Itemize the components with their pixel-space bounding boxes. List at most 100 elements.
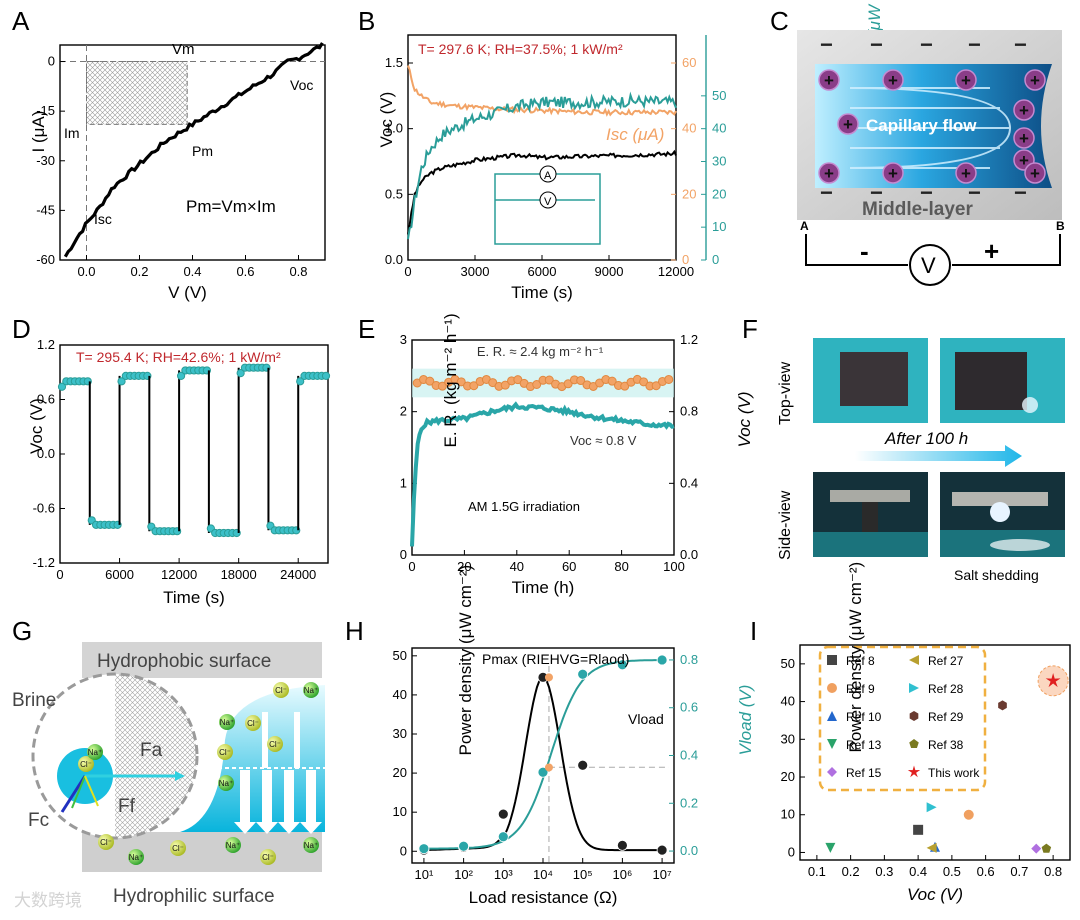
chloride-ion-icon xyxy=(260,849,276,865)
electrode-a-label: A xyxy=(800,219,809,233)
legend-label: Ref 13 xyxy=(846,738,882,752)
data-point xyxy=(1031,843,1042,854)
er-point xyxy=(544,375,554,385)
x-tick-label: 6000 xyxy=(105,567,134,582)
x-tick-label: 10³ xyxy=(494,867,513,882)
ion-label: Cl⁻ xyxy=(100,838,112,847)
y-tick-label: 0.6 xyxy=(37,392,55,407)
top-view-label: Top-view xyxy=(777,361,794,425)
sodium-ion-icon xyxy=(225,837,241,853)
cation-icon xyxy=(955,69,977,91)
y-tick-label: 0 xyxy=(400,843,407,858)
y-tick-label: 40 xyxy=(393,687,407,702)
x-tick-label: 60 xyxy=(562,559,576,574)
panel-label-f: F xyxy=(742,314,758,344)
y-tick-label: 0.0 xyxy=(37,446,55,461)
ion-markers: Cl⁻ Na⁺ Cl⁻ Na⁺ Na⁺ Cl⁻ Cl⁻ Cl⁻ Na⁺ Cl⁻ Na⁺ Cl⁻ Na⁺ C… xyxy=(78,682,319,865)
y-tick-label: -15 xyxy=(36,103,55,118)
cation-icon xyxy=(1024,69,1046,91)
er-point xyxy=(469,381,479,391)
er-point xyxy=(563,379,573,389)
cation-sign: + xyxy=(888,164,898,183)
voltmeter-icon xyxy=(539,191,557,209)
data-point xyxy=(998,700,1007,711)
arrow-icon xyxy=(175,771,185,781)
circuit-wire xyxy=(805,234,1061,266)
vload-label: Vload xyxy=(628,711,664,727)
panel-label-d: D xyxy=(12,314,31,344)
irradiation-label: AM 1.5G irradiation xyxy=(468,499,580,514)
marker-tri-right xyxy=(909,683,919,693)
voltmeter-label: V xyxy=(544,196,552,208)
minus-sign: − xyxy=(820,32,833,57)
y-tick-label: -30 xyxy=(36,153,55,168)
hydrophilic-label: Hydrophilic surface xyxy=(113,886,275,907)
y-tick-label: 3 xyxy=(400,332,407,347)
cation-sign: + xyxy=(824,71,834,90)
x-tick-label: 9000 xyxy=(595,264,624,279)
isc-label: Isc xyxy=(94,211,112,227)
hydrophobic-surface xyxy=(82,642,322,678)
x-tick-label: 0.8 xyxy=(1044,864,1062,879)
y-tick-label: 50 xyxy=(712,88,726,103)
y-tick-label: 60 xyxy=(682,55,696,70)
er-point xyxy=(500,380,510,390)
cation-icon xyxy=(818,69,840,91)
y-tick-label: 0.8 xyxy=(680,404,698,419)
sodium-ion-icon xyxy=(219,714,235,730)
vload-marker xyxy=(544,763,553,772)
negative-terminal: - xyxy=(860,236,869,266)
sodium-ion-icon xyxy=(128,849,144,865)
legend-label: Ref 29 xyxy=(928,710,964,724)
data-point xyxy=(656,844,668,856)
y-tick-label: 0.5 xyxy=(385,186,403,201)
legend-label: Ref 9 xyxy=(846,682,875,696)
cation-sign: + xyxy=(1030,164,1040,183)
minus-sign: − xyxy=(920,32,933,57)
data-point xyxy=(926,842,937,853)
x-tick-label: 100 xyxy=(663,559,685,574)
ion-label: Na⁺ xyxy=(226,841,240,850)
data-point xyxy=(497,831,509,843)
series-line-power-density xyxy=(407,91,677,240)
series-line-voc xyxy=(407,149,677,235)
ion-label: Cl⁻ xyxy=(269,740,281,749)
er-point xyxy=(607,376,617,386)
ion-label: Cl⁻ xyxy=(262,853,274,862)
x-tick-label: 10⁶ xyxy=(612,867,632,882)
sample-block xyxy=(840,352,908,406)
capillary-channel xyxy=(815,64,1052,188)
water-surface xyxy=(813,532,928,557)
y-axis-label-left: Voc (V) xyxy=(377,92,396,148)
chloride-ion-icon xyxy=(273,682,289,698)
force-vector xyxy=(71,775,86,809)
marker-pentagon xyxy=(909,739,919,749)
data-point xyxy=(458,840,470,852)
sodium-ion-icon xyxy=(303,837,319,853)
chart-a: 0.0 0.2 0.4 0.6 0.8 0 -15 -30 -45 -60 V (V) I (μA) V… xyxy=(29,41,326,302)
chart-e: 0 20 40 60 80 100 0 1 2 3 0.0 0.4 0.8 1.2 E. R. ≈ 2.4 … xyxy=(400,313,754,597)
middle-layer-label: Middle-layer xyxy=(862,199,973,220)
y-tick-label: -0.6 xyxy=(33,501,55,516)
chloride-ion-icon xyxy=(170,840,186,856)
y-tick-label: 1.2 xyxy=(37,337,55,352)
y-tick-label: 40 xyxy=(781,694,795,709)
x-tick-label: 20 xyxy=(457,559,471,574)
y-tick-label: 0.0 xyxy=(680,547,698,562)
photos-f: Top-view After 100 h Side-view Salt shed… xyxy=(777,338,1065,583)
fa-label: Fa xyxy=(140,740,163,761)
data-point xyxy=(117,377,126,386)
panel-label-i: I xyxy=(750,616,757,646)
y-tick-label: 20 xyxy=(781,769,795,784)
sample-slab xyxy=(952,492,1048,506)
ion-label: Na⁺ xyxy=(304,686,318,695)
y-tick-label: 1.0 xyxy=(385,121,403,136)
y-tick-label: 0 xyxy=(712,252,719,267)
x-tick-label: 0.2 xyxy=(130,264,148,279)
iv-curve xyxy=(63,42,324,258)
hydrophobic-label: Hydrophobic surface xyxy=(97,651,271,672)
chart-d: 0 6000 12000 18000 24000 -1.2 -0.6 0.0 0.6 1.2 T= … xyxy=(27,337,331,607)
data-point xyxy=(321,371,331,380)
sample-block xyxy=(955,352,1027,410)
y-tick-label: 0 xyxy=(400,547,407,562)
